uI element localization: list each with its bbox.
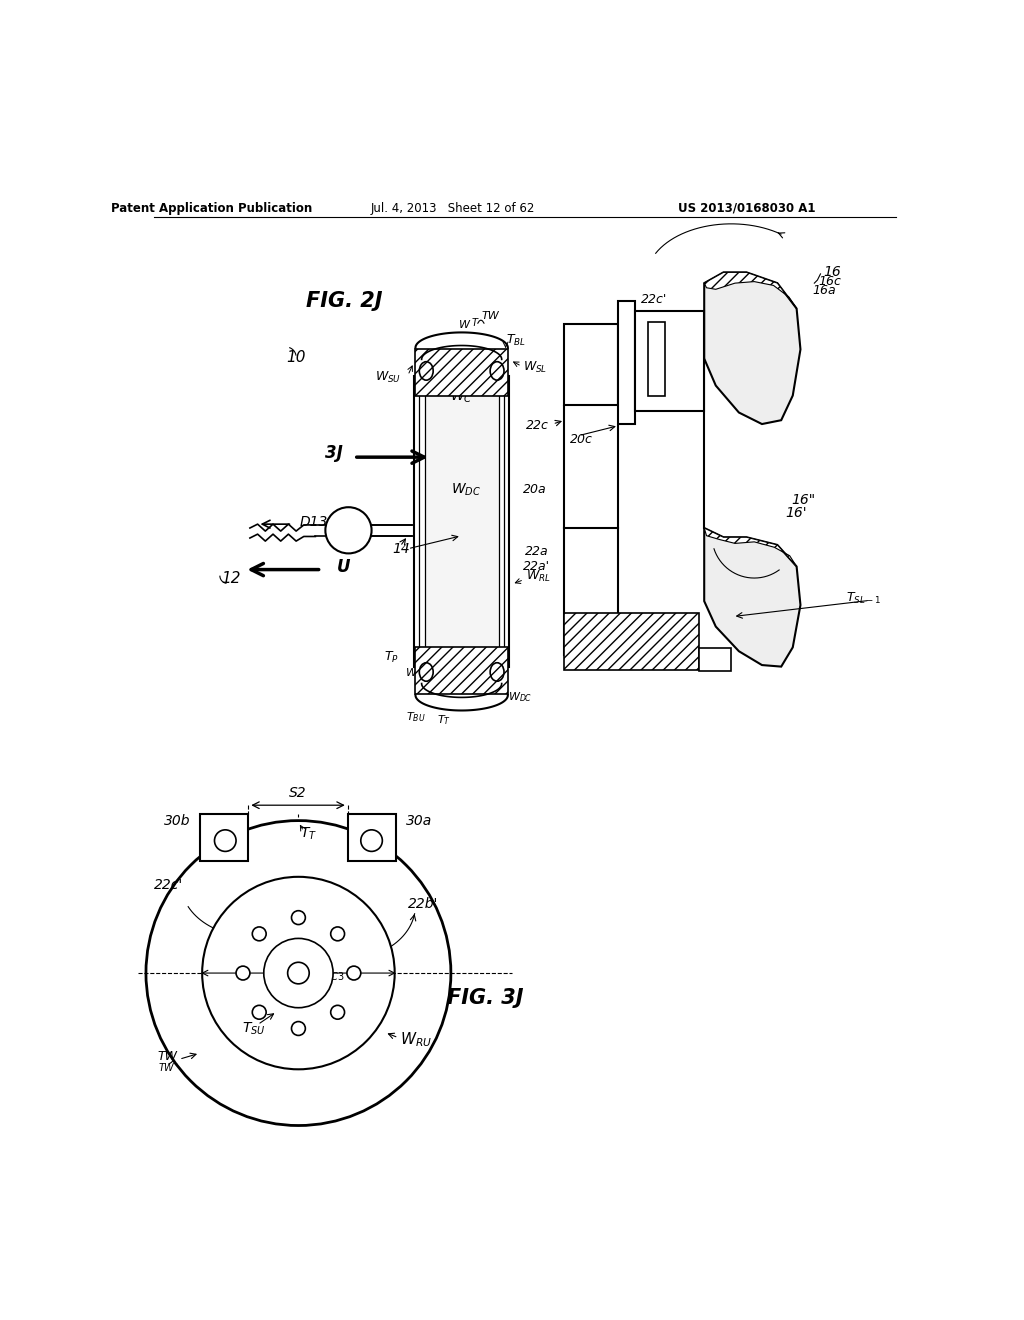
Text: 12: 12	[221, 572, 241, 586]
Text: 30b: 30b	[164, 813, 190, 828]
Circle shape	[326, 507, 372, 553]
Circle shape	[292, 911, 305, 924]
Text: 16': 16'	[785, 506, 807, 520]
Text: FIG. 3J: FIG. 3J	[446, 987, 523, 1007]
Text: 3J: 3J	[325, 444, 342, 462]
Text: $W_{RU}$: $W_{RU}$	[400, 1031, 432, 1049]
Text: $T_{SL-1}$: $T_{SL-1}$	[846, 591, 882, 606]
Text: 22a': 22a'	[523, 560, 550, 573]
Text: 22c': 22c'	[154, 878, 183, 891]
Text: 22c': 22c'	[641, 293, 668, 306]
Text: 30a: 30a	[407, 813, 432, 828]
Text: $W_{BL}$: $W_{BL}$	[431, 678, 453, 693]
Text: $W_{RL}$: $W_{RL}$	[525, 569, 550, 583]
Text: $T_T$: $T_T$	[300, 825, 317, 842]
Text: 20a: 20a	[522, 483, 547, 496]
Circle shape	[331, 927, 344, 941]
Text: D13: D13	[300, 515, 329, 529]
Polygon shape	[425, 376, 499, 667]
Polygon shape	[705, 272, 801, 424]
Text: $W$: $W$	[459, 318, 472, 330]
Circle shape	[264, 939, 333, 1007]
Text: 16": 16"	[792, 492, 815, 507]
Polygon shape	[705, 528, 801, 667]
Text: US 2013/0168030 A1: US 2013/0168030 A1	[678, 202, 815, 215]
Text: $W_{DC}$: $W_{DC}$	[508, 690, 532, 705]
Circle shape	[252, 1006, 266, 1019]
Text: 22b': 22b'	[408, 896, 438, 911]
Circle shape	[292, 1022, 305, 1035]
Polygon shape	[348, 814, 396, 861]
Text: 10: 10	[286, 350, 305, 364]
Circle shape	[288, 962, 309, 983]
Polygon shape	[705, 272, 797, 309]
Polygon shape	[705, 528, 797, 566]
Text: $T$: $T$	[159, 1061, 167, 1073]
Ellipse shape	[490, 663, 504, 681]
Circle shape	[237, 966, 250, 979]
Circle shape	[331, 1006, 344, 1019]
Polygon shape	[648, 322, 665, 396]
Text: $T_{BU}$: $T_{BU}$	[406, 710, 425, 723]
Text: $T_T$: $T_T$	[437, 714, 451, 727]
Text: U: U	[337, 557, 350, 576]
Polygon shape	[698, 648, 731, 671]
Text: 16c: 16c	[818, 275, 841, 288]
Text: 22a: 22a	[525, 545, 549, 557]
Polygon shape	[416, 647, 508, 693]
Polygon shape	[617, 301, 635, 424]
Circle shape	[360, 830, 382, 851]
Text: $T_{SL}$: $T_{SL}$	[481, 678, 500, 693]
Text: $T_{C3}$: $T_{C3}$	[322, 966, 344, 983]
Polygon shape	[564, 528, 617, 655]
Text: $W_{SL}$: $W_{SL}$	[523, 360, 548, 375]
Text: $W_{DC}$: $W_{DC}$	[451, 482, 480, 498]
Text: $T_{SU}$: $T_{SU}$	[243, 1020, 266, 1036]
Text: $W$: $W$	[163, 1061, 175, 1073]
Polygon shape	[564, 323, 617, 405]
Text: $W_C$: $W_C$	[451, 389, 473, 405]
Circle shape	[252, 927, 266, 941]
Text: 16: 16	[823, 265, 842, 280]
Text: 20c: 20c	[569, 433, 592, 446]
Circle shape	[214, 830, 237, 851]
Text: 22c: 22c	[525, 418, 549, 432]
Circle shape	[146, 821, 451, 1126]
Text: $T_{BL}$: $T_{BL}$	[506, 334, 526, 348]
Polygon shape	[200, 814, 249, 861]
Text: FIG. 2J: FIG. 2J	[306, 290, 383, 310]
Text: 14: 14	[392, 541, 410, 556]
Text: S2: S2	[289, 785, 307, 800]
Ellipse shape	[419, 663, 433, 681]
Text: TW: TW	[481, 312, 500, 321]
Text: Jul. 4, 2013   Sheet 12 of 62: Jul. 4, 2013 Sheet 12 of 62	[371, 202, 535, 215]
Text: $W_{SB}$: $W_{SB}$	[404, 665, 427, 680]
Polygon shape	[416, 350, 508, 396]
Polygon shape	[564, 612, 698, 671]
Text: $T_P$: $T_P$	[384, 649, 398, 665]
Text: 16a: 16a	[813, 284, 837, 297]
Text: $T$: $T$	[471, 317, 480, 329]
Text: Patent Application Publication: Patent Application Publication	[111, 202, 312, 215]
Circle shape	[202, 876, 394, 1069]
Text: $W_{SU}$: $W_{SU}$	[376, 371, 401, 385]
Ellipse shape	[419, 362, 433, 380]
Text: TW: TW	[158, 1051, 177, 1064]
Ellipse shape	[490, 362, 504, 380]
Polygon shape	[635, 312, 705, 411]
Circle shape	[347, 966, 360, 979]
